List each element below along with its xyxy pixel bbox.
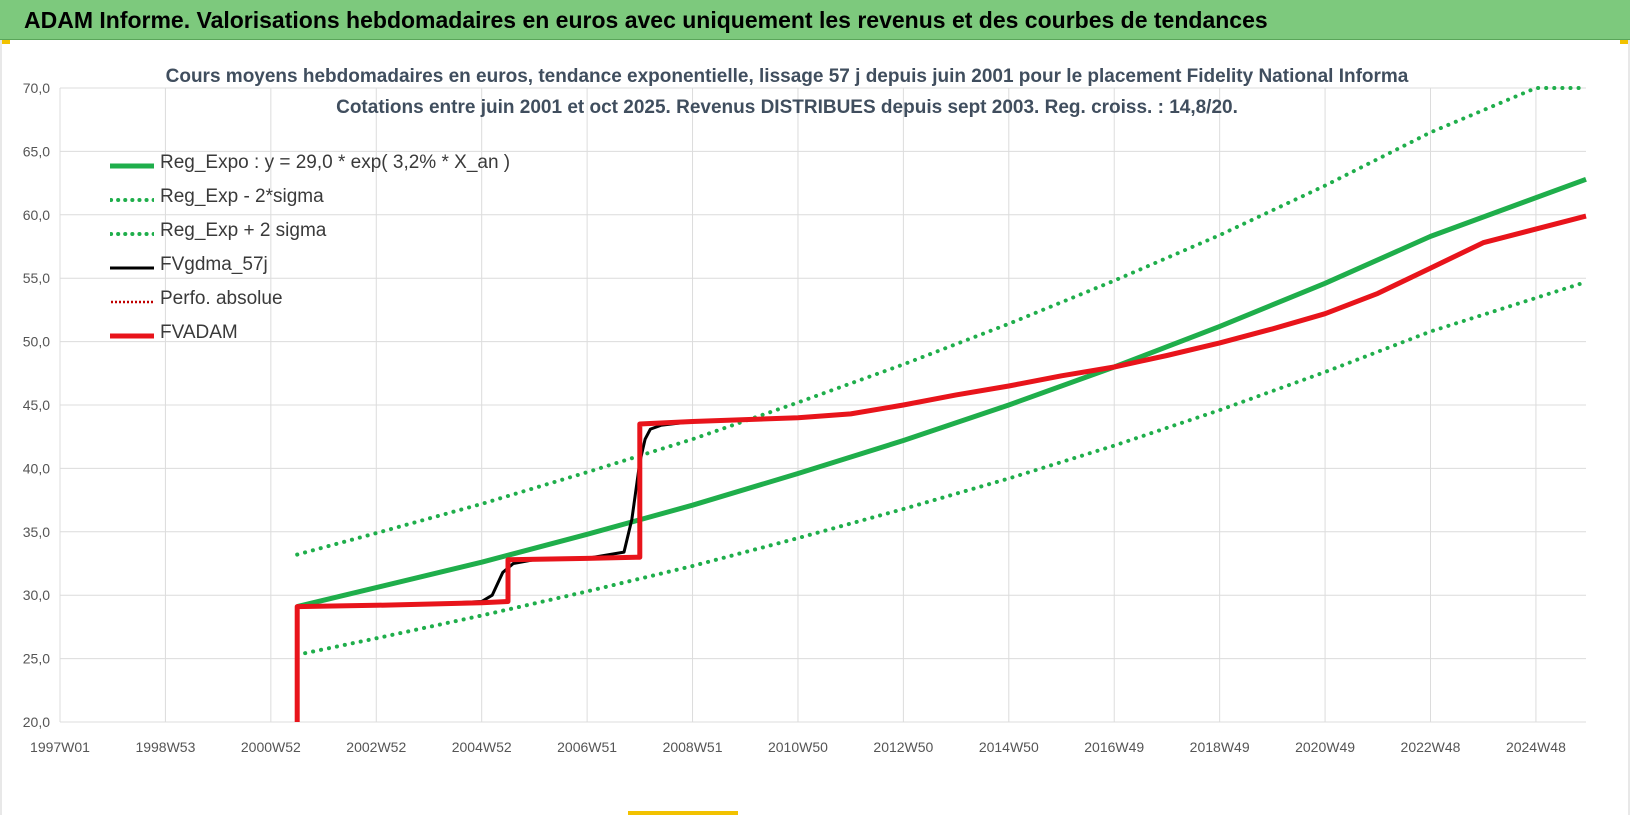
y-tick-label: 25,0 (23, 651, 50, 667)
line-chart: 20,0 25,0 30,0 35,0 40,0 45,0 50,0 55,0 60,0 65,0… (23, 80, 1588, 755)
y-tick-label: 40,0 (23, 460, 50, 476)
y-tick-label: 60,0 (23, 207, 50, 223)
legend-label: Reg_Expo : y = 29,0 * exp( 3,2% * X_an ) (160, 152, 511, 173)
x-tick-label: 2010W50 (768, 739, 828, 755)
series-line-2 (295, 86, 1588, 557)
x-tick-label: 2012W50 (873, 739, 933, 755)
report-header: ADAM Informe. Valorisations hebdomadaire… (0, 0, 1630, 40)
y-tick-label: 50,0 (23, 334, 50, 350)
corner-mark-right (1620, 40, 1630, 44)
x-tick-label: 2020W49 (1295, 739, 1355, 755)
x-tick-label: 2008W51 (663, 739, 723, 755)
y-tick-label: 45,0 (23, 397, 50, 413)
x-tick-label: 2024W48 (1506, 739, 1566, 755)
x-tick-label: 2016W49 (1084, 739, 1144, 755)
legend-swatch (110, 198, 154, 202)
x-tick-label: 2004W52 (452, 739, 512, 755)
y-tick-label: 35,0 (23, 524, 50, 540)
legend-label: Reg_Exp + 2 sigma (160, 220, 327, 241)
legend-label: Perfo. absolue (160, 288, 283, 309)
x-tick-label: 2006W51 (557, 739, 617, 755)
legend-label: FVADAM (160, 322, 238, 343)
legend-label: FVgdma_57j (160, 254, 268, 275)
y-tick-label: 30,0 (23, 587, 50, 603)
x-tick-label: 2018W49 (1190, 739, 1250, 755)
legend-swatch (111, 300, 154, 304)
x-tick-label: 2014W50 (979, 739, 1039, 755)
series-line-5 (294, 213, 1587, 722)
y-tick-label: 65,0 (23, 143, 50, 159)
y-tick-label: 55,0 (23, 270, 50, 286)
legend-swatch (110, 333, 154, 339)
chart-title: Cours moyens hebdomadaires en euros, ten… (165, 66, 1409, 87)
series-line-1 (295, 280, 1588, 657)
bottom-accent-bar (628, 811, 738, 815)
chart-subtitle: Cotations entre juin 2001 et oct 2025. R… (336, 97, 1238, 118)
y-tick-label: 20,0 (23, 714, 50, 730)
x-tick-label: 1997W01 (30, 739, 90, 755)
legend-swatch (110, 266, 154, 270)
legend-swatch (110, 232, 154, 236)
legend-label: Reg_Exp - 2*sigma (160, 186, 324, 207)
series-line-3 (297, 416, 799, 609)
legend-swatch (110, 163, 154, 169)
y-tick-label: 70,0 (23, 80, 50, 96)
x-tick-label: 2000W52 (241, 739, 301, 755)
report-title: ADAM Informe. Valorisations hebdomadaire… (24, 7, 1268, 33)
x-tick-label: 2002W52 (346, 739, 406, 755)
x-tick-label: 1998W53 (135, 739, 195, 755)
corner-mark-left (0, 40, 10, 44)
series-line-0 (296, 176, 1587, 610)
chart-area: 20,0 25,0 30,0 35,0 40,0 45,0 50,0 55,0 60,0 65,0… (0, 40, 1630, 815)
x-tick-label: 2022W48 (1401, 739, 1461, 755)
